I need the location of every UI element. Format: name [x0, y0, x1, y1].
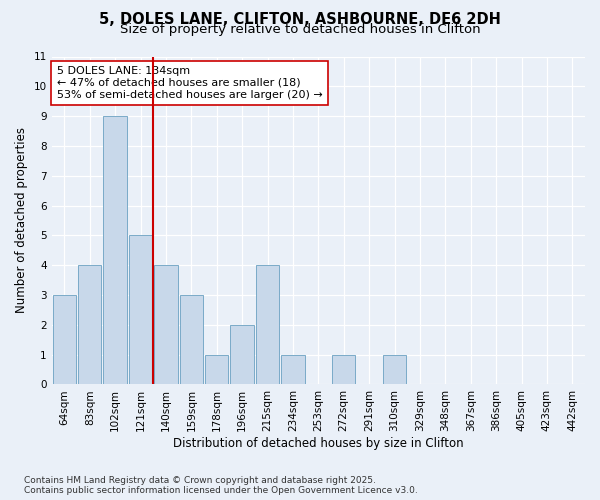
Text: 5, DOLES LANE, CLIFTON, ASHBOURNE, DE6 2DH: 5, DOLES LANE, CLIFTON, ASHBOURNE, DE6 2…: [99, 12, 501, 28]
Text: Size of property relative to detached houses in Clifton: Size of property relative to detached ho…: [119, 22, 481, 36]
Bar: [129, 236, 152, 384]
Bar: [103, 116, 127, 384]
Bar: [256, 265, 279, 384]
Text: 5 DOLES LANE: 134sqm
← 47% of detached houses are smaller (18)
53% of semi-detac: 5 DOLES LANE: 134sqm ← 47% of detached h…: [57, 66, 323, 100]
Bar: [230, 325, 254, 384]
Bar: [332, 354, 355, 384]
Y-axis label: Number of detached properties: Number of detached properties: [15, 128, 28, 314]
Bar: [281, 354, 305, 384]
Bar: [205, 354, 229, 384]
Bar: [179, 295, 203, 384]
X-axis label: Distribution of detached houses by size in Clifton: Distribution of detached houses by size …: [173, 437, 464, 450]
Bar: [53, 295, 76, 384]
Bar: [78, 265, 101, 384]
Bar: [154, 265, 178, 384]
Text: Contains HM Land Registry data © Crown copyright and database right 2025.
Contai: Contains HM Land Registry data © Crown c…: [24, 476, 418, 495]
Bar: [383, 354, 406, 384]
